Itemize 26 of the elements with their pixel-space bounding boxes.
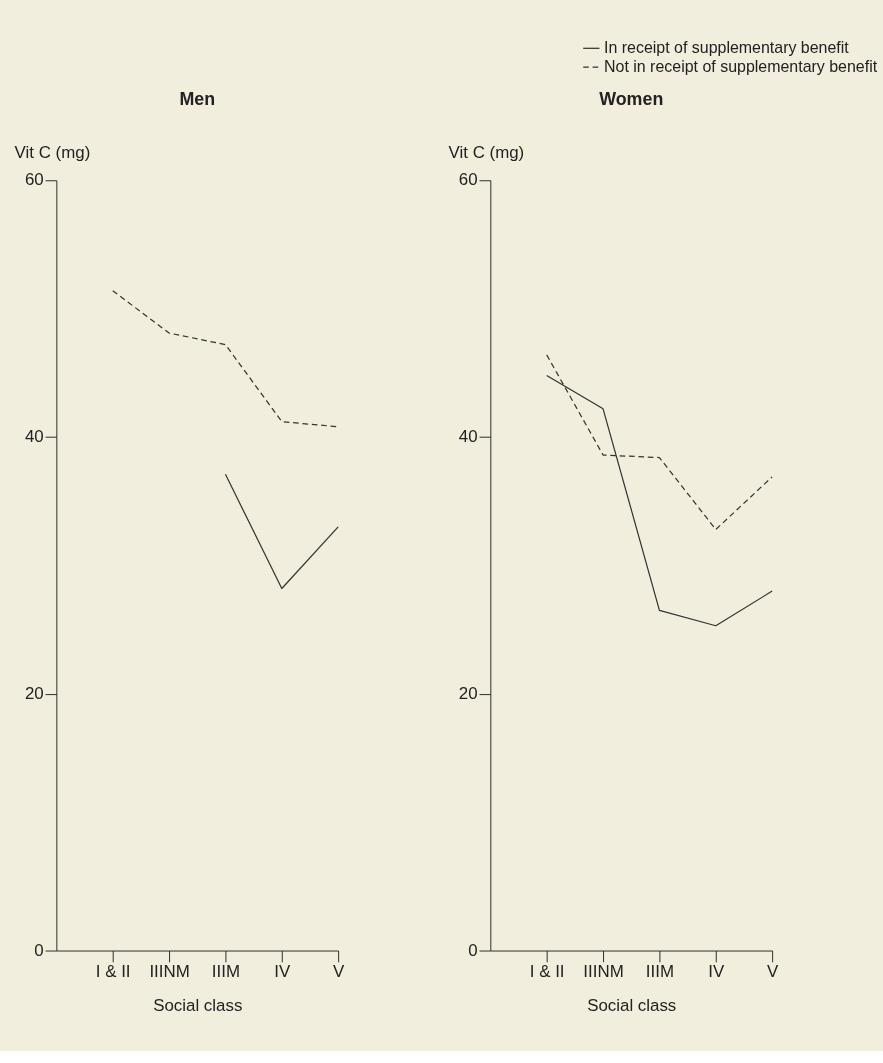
chart-title: Men xyxy=(179,89,216,110)
y-tick-label: 40 xyxy=(458,427,478,447)
y-tick-label: 20 xyxy=(24,683,44,703)
x-axis-title: Social class xyxy=(587,996,677,1016)
y-axis-title: Vit C (mg) xyxy=(14,143,91,163)
legend-label: In receipt of supplementary benefit xyxy=(604,39,850,56)
x-tick-label: IV xyxy=(274,962,291,982)
y-tick-label: 40 xyxy=(24,427,44,447)
x-axis-title: Social class xyxy=(153,996,243,1016)
x-tick-label: IIIM xyxy=(211,962,240,982)
y-tick-label: 60 xyxy=(24,170,44,190)
x-tick-label: IV xyxy=(708,962,725,982)
y-tick-label: 0 xyxy=(34,940,44,960)
y-axis-title: Vit C (mg) xyxy=(448,143,525,163)
chart-title: Women xyxy=(599,89,664,110)
y-tick-label: 0 xyxy=(468,940,478,960)
x-tick-label: V xyxy=(766,962,779,982)
y-tick-label: 60 xyxy=(458,170,478,190)
x-tick-label: IIINM xyxy=(149,962,190,982)
x-tick-label: IIIM xyxy=(645,962,674,982)
y-tick-label: 20 xyxy=(458,683,478,703)
x-tick-label: I & II xyxy=(95,962,131,982)
legend-label: Not in receipt of supplementary benefit xyxy=(604,57,878,75)
x-tick-label: IIINM xyxy=(583,962,624,982)
x-tick-label: V xyxy=(333,962,345,982)
x-tick-label: I & II xyxy=(529,962,565,982)
